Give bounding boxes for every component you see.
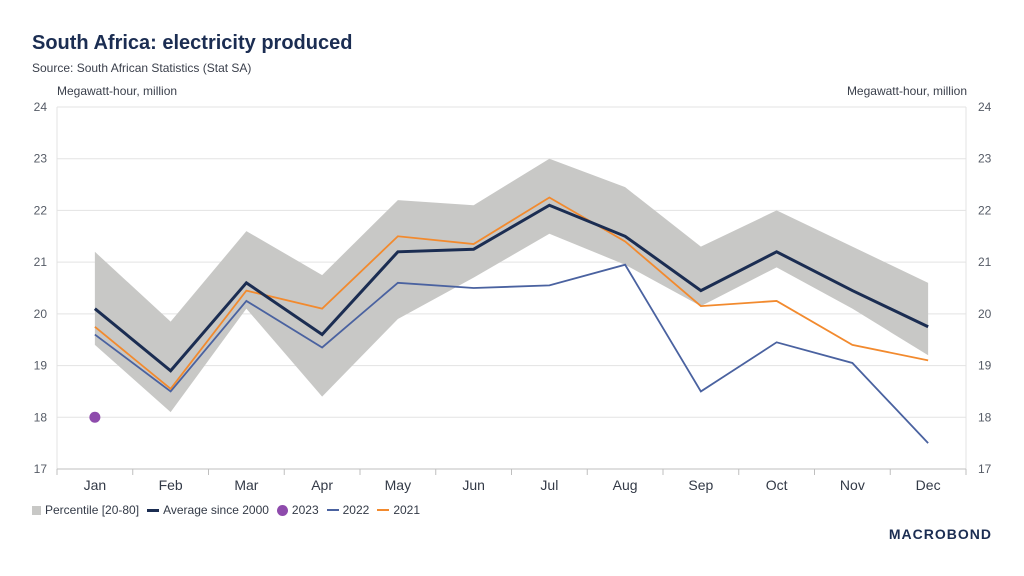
legend-swatch-2022 — [326, 509, 339, 511]
y-tick-left-24: 24 — [34, 100, 48, 114]
x-tick-aug: Aug — [613, 477, 638, 493]
y-tick-right-17: 17 — [978, 462, 992, 476]
series-line-2022 — [94, 263, 929, 444]
legend-item-2021: 2021 — [377, 503, 420, 517]
percentile-band — [94, 158, 929, 413]
legend-label-2023: 2023 — [291, 503, 319, 517]
y-tick-left-22: 22 — [34, 203, 48, 217]
x-tick-mar: Mar — [234, 477, 258, 493]
legend-item-2022: 2022 — [326, 503, 370, 517]
chart-legend: Percentile [20-80] Average since 2000 20… — [32, 503, 428, 517]
x-tick-apr: Apr — [311, 477, 333, 493]
legend-item-2023: 2023 — [276, 503, 319, 517]
x-tick-jul: Jul — [540, 477, 558, 493]
point-2023-jan — [89, 411, 101, 423]
y-tick-right-19: 19 — [978, 359, 992, 373]
x-tick-jan: Jan — [84, 477, 107, 493]
y-tick-left-19: 19 — [34, 359, 48, 373]
y-tick-right-20: 20 — [978, 307, 992, 321]
y-tick-left-18: 18 — [34, 410, 48, 424]
y-tick-right-21: 21 — [978, 255, 992, 269]
y-tick-right-23: 23 — [978, 152, 992, 166]
y-tick-right-18: 18 — [978, 410, 992, 424]
y-tick-left-17: 17 — [34, 462, 48, 476]
legend-swatch-2023 — [276, 504, 288, 516]
x-tick-jun: Jun — [462, 477, 485, 493]
legend-swatch-2021 — [377, 509, 390, 511]
right-axis-unit: Megawatt-hour, million — [846, 84, 967, 98]
x-tick-may: May — [385, 477, 411, 493]
series-line-average-since-2000 — [93, 203, 929, 373]
series-line-2021 — [94, 196, 929, 391]
y-tick-left-20: 20 — [34, 307, 48, 321]
legend-item-average: Average since 2000 — [147, 503, 269, 517]
legend-swatch-average — [147, 508, 160, 512]
legend-label-band: Percentile [20-80] — [45, 503, 140, 517]
x-tick-oct: Oct — [766, 477, 788, 493]
y-tick-left-23: 23 — [34, 152, 48, 166]
y-tick-right-24: 24 — [978, 100, 992, 114]
legend-label-2022: 2022 — [342, 503, 370, 517]
chart-title: South Africa: electricity produced — [32, 32, 353, 54]
x-tick-feb: Feb — [159, 477, 183, 493]
legend-label-average: Average since 2000 — [163, 503, 269, 517]
left-axis-unit: Megawatt-hour, million — [57, 84, 178, 98]
legend-swatch-band — [32, 505, 41, 515]
legend-label-2021: 2021 — [393, 503, 421, 517]
x-tick-dec: Dec — [916, 477, 941, 493]
y-tick-right-22: 22 — [978, 203, 992, 217]
y-tick-left-21: 21 — [34, 255, 48, 269]
chart-source: Source: South African Statistics (Stat S… — [32, 61, 252, 75]
x-tick-sep: Sep — [688, 477, 713, 493]
x-tick-nov: Nov — [840, 477, 865, 493]
macrobond-logo: MACROBOND — [888, 526, 992, 542]
legend-item-band: Percentile [20-80] — [32, 503, 139, 517]
